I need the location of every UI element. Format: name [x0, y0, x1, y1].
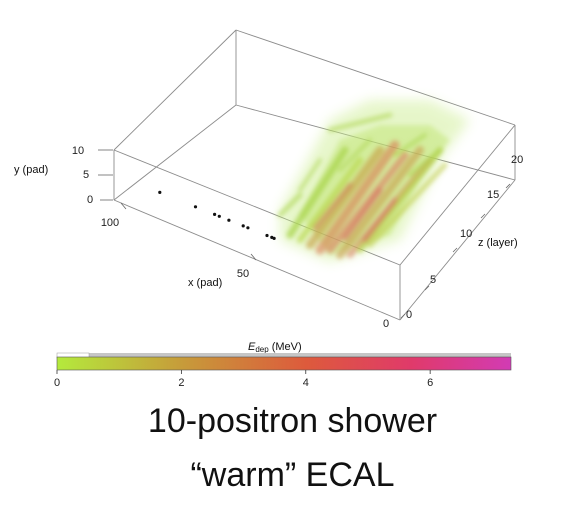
- x-axis-title: x (pad): [188, 277, 222, 289]
- shower-streak: [306, 146, 384, 249]
- caption-line-1: 10-positron shower: [147, 402, 438, 440]
- y-tick-label: 5: [83, 169, 89, 181]
- shower-streak: [327, 112, 393, 133]
- colorbar-gradient: [56, 356, 512, 371]
- shower-streaks: [277, 112, 448, 259]
- z-tick-label: 5: [430, 274, 436, 286]
- entry-point: [272, 236, 276, 240]
- z-axis-title: z (layer): [478, 237, 518, 249]
- x-tick-label: 100: [101, 217, 119, 229]
- shower-streak: [286, 146, 349, 239]
- box-edge: [113, 104, 237, 201]
- shower-streak: [408, 148, 442, 177]
- shower-streak: [277, 192, 303, 218]
- shower-streak: [297, 157, 363, 243]
- x-axis: 100 50 x (pad): [101, 202, 257, 289]
- shower-streak: [393, 133, 427, 157]
- box-edge: [113, 199, 401, 321]
- z-tick-label: 10: [460, 228, 472, 240]
- z-axis: 0 5 10 15 20 z (layer): [400, 154, 523, 321]
- entry-point: [241, 224, 245, 228]
- shower-streak: [357, 147, 443, 253]
- shower-streak: [367, 162, 448, 248]
- shower-streak: [342, 187, 383, 241]
- y-axis: 10 5 0 y (pad): [14, 145, 113, 206]
- entry-point: [265, 233, 269, 238]
- colorbar-tick-label: 2: [178, 377, 184, 389]
- entry-points: [158, 190, 276, 240]
- entry-point: [246, 226, 250, 230]
- shower-streak: [298, 158, 322, 192]
- y-tick-label: 0: [87, 194, 93, 206]
- shower-streak: [336, 146, 424, 259]
- caption-line-2: “warm” ECAL: [190, 456, 395, 494]
- shower-3d-plot: 10 5 0 y (pad) 100 50 x (pad) 0 5 10 15 …: [14, 29, 523, 389]
- x-zero-label: 0: [383, 318, 389, 330]
- entry-point: [193, 205, 198, 209]
- entry-point: [213, 212, 217, 216]
- shower-streak: [362, 197, 398, 243]
- x-tick-label: 50: [237, 268, 249, 280]
- colorbar-ticks: 0 2 4 6: [54, 370, 433, 389]
- colorbar-title: Edep (MeV): [248, 341, 302, 354]
- shower-streak: [315, 140, 400, 255]
- z-tick-label: 15: [487, 189, 499, 201]
- y-tick-label: 10: [72, 145, 84, 157]
- box-edge: [399, 179, 516, 321]
- colorbar: Edep (MeV) 0 2 4 6: [54, 341, 512, 389]
- z-tick-label: 0: [406, 309, 412, 321]
- box-edge: [235, 29, 516, 126]
- colorbar-tick-label: 0: [54, 377, 60, 389]
- entry-point: [217, 214, 221, 218]
- entry-point: [158, 190, 162, 194]
- colorbar-top-strip: [57, 353, 511, 358]
- z-tick-label: 20: [511, 154, 523, 166]
- shower-streak: [326, 151, 409, 254]
- y-axis-title: y (pad): [14, 164, 48, 176]
- shower-streak: [312, 182, 353, 231]
- colorbar-tick-label: 6: [427, 377, 433, 389]
- entry-point: [227, 218, 231, 222]
- colorbar-tick-label: 4: [303, 377, 309, 389]
- shower-streak: [338, 138, 372, 172]
- box-edge: [113, 29, 237, 151]
- box-edge: [399, 124, 516, 266]
